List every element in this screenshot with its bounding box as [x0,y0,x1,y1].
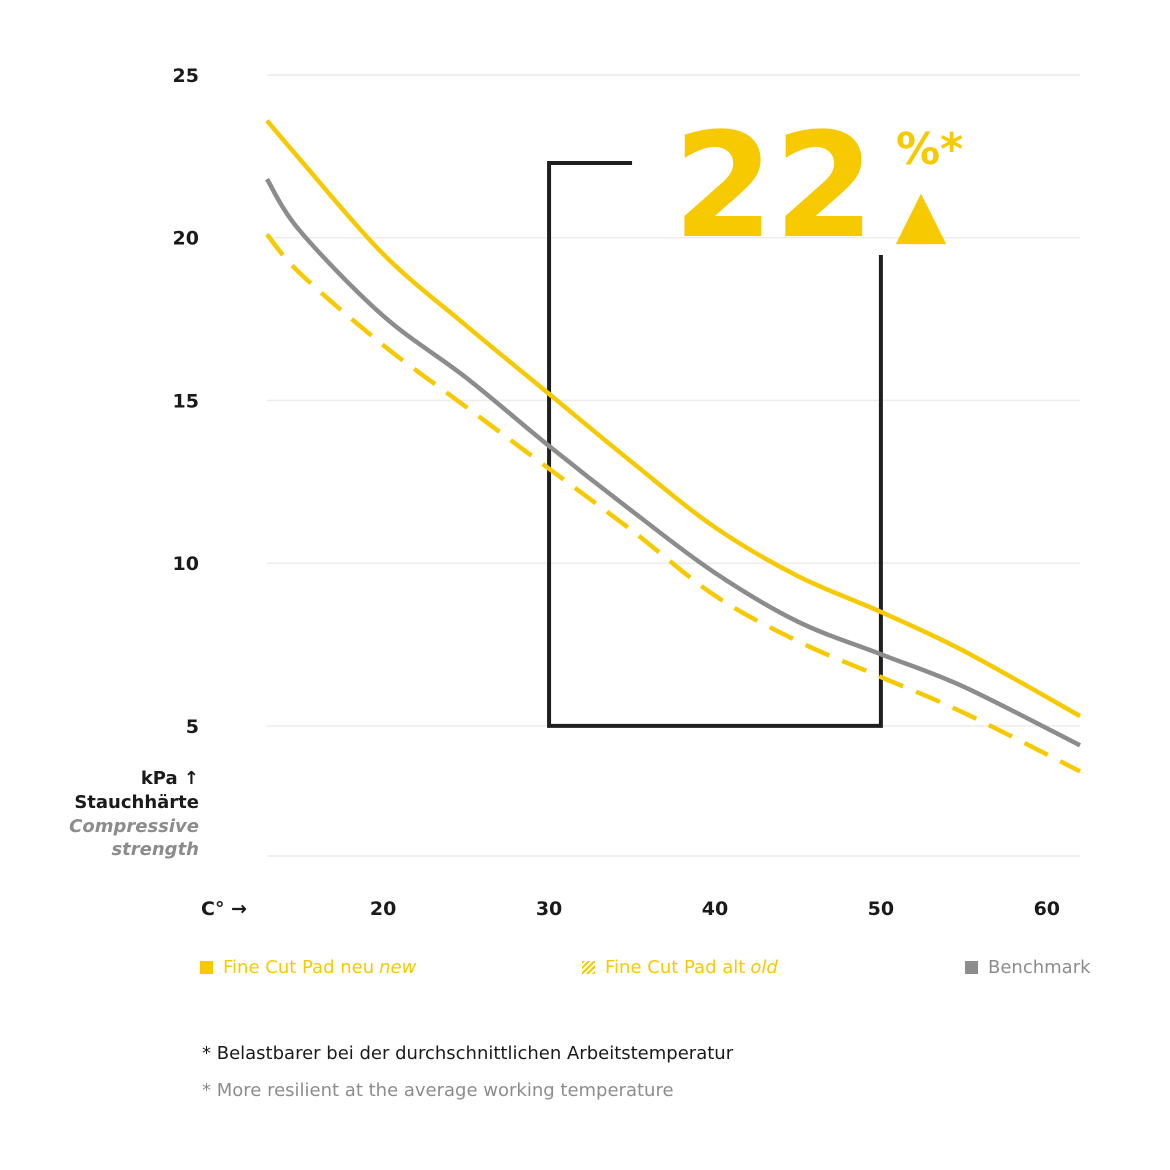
y-axis-label-de: Stauchhärte [74,792,199,813]
x-tick-20: 20 [370,898,396,920]
y-axis-unit: kPa ↑ [141,768,199,789]
increase-triangle-icon: ▲ [896,175,947,252]
x-tick-50: 50 [868,898,894,920]
x-axis-unit: C° → [201,898,247,920]
y-tick-20: 20 [173,228,199,250]
legend-label: Benchmark [988,957,1091,978]
series-line-fine-cut-pad-alt-dashed [265,232,1082,774]
y-tick-15: 15 [173,390,199,412]
y-axis-label-en-line1: Compressive [69,816,199,837]
legend-label: Fine Cut Pad neu [223,957,375,978]
y-tick-5: 5 [186,716,199,738]
legend-item-benchmark: Benchmark [965,957,1091,978]
legend-label: Fine Cut Pad alt [605,957,746,978]
footnote-en: * More resilient at the average working … [202,1080,674,1101]
legend-swatch-hatched [582,961,595,974]
legend-label-en: old [750,957,778,978]
legend-swatch-solid [965,961,978,974]
legend-swatch-solid [200,961,213,974]
working-temperature-bracket [547,161,883,728]
footnote-de: * Belastbarer bei der durchschnittlichen… [202,1043,734,1064]
y-tick-25: 25 [173,65,199,87]
x-tick-60: 60 [1034,898,1060,920]
annotation-percent-asterisk: %* [896,124,963,175]
legend-item-fine-cut-pad-alt: Fine Cut Pad alt old [582,957,778,978]
legend-item-fine-cut-pad-neu: Fine Cut Pad neu new [200,957,416,978]
series-line-benchmark [265,177,1082,748]
y-axis-ticks: 25 20 15 10 5 [173,65,199,738]
y-axis-label-en-line2: strength [111,839,199,860]
legend-label-en: new [379,957,417,978]
x-axis-ticks: 20 30 40 50 60 [370,898,1060,920]
bracket-outline [547,161,883,728]
series-line-fine-cut-pad-neu [265,119,1082,719]
y-tick-10: 10 [173,553,199,575]
x-tick-40: 40 [702,898,728,920]
x-tick-30: 30 [536,898,562,920]
annotation-value: 22 [673,102,875,271]
series-lines [265,119,1082,774]
